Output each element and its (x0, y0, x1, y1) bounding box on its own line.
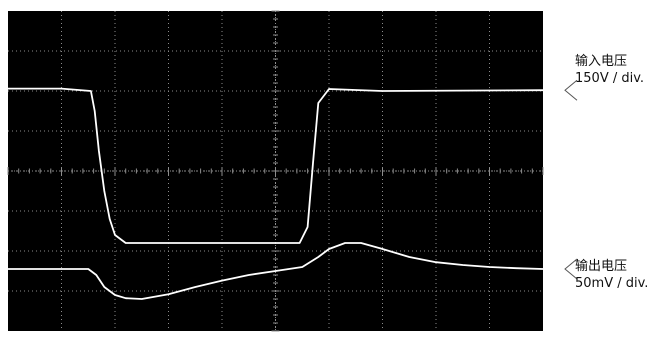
channel1-name: 输入电压 (575, 54, 628, 69)
trace-ch2 (8, 242, 544, 300)
channel1-scale: 150V / div. (575, 71, 645, 86)
channel1-label: 输入电压 150V / div. (575, 53, 644, 87)
channel2-name: 输出电压 (575, 259, 628, 274)
channel-marker-1 (564, 79, 578, 101)
channel2-scale: 50mV / div. (575, 276, 649, 291)
channel-marker-2 (564, 258, 578, 280)
channel2-label: 输出电压 50mV / div. (575, 258, 648, 292)
trace-ch1 (8, 87, 544, 244)
